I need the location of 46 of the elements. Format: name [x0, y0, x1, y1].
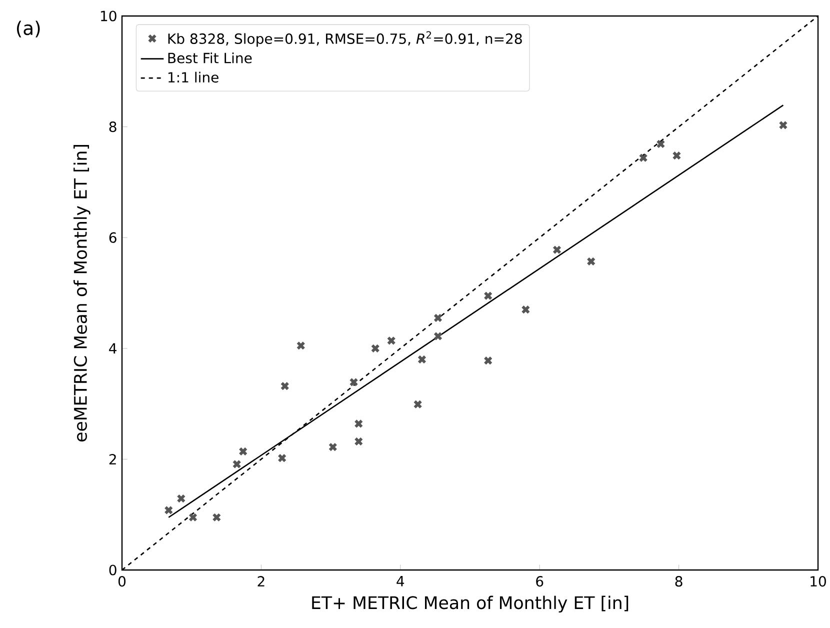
- y-tick-label: 4: [109, 343, 116, 354]
- x-tick-label: 8: [675, 576, 682, 587]
- point: [417, 354, 426, 364]
- point: [164, 506, 174, 515]
- y-tick-label: 10: [101, 10, 116, 22]
- y-tick-label: 2: [109, 454, 116, 464]
- x-tick-label: 10: [810, 576, 826, 587]
- legend-label: Best Fit Line: [168, 52, 252, 64]
- point: [484, 291, 493, 300]
- point: [656, 139, 666, 148]
- y-tick-label: 6: [109, 232, 116, 243]
- x-tick-label: 6: [536, 576, 544, 587]
- point: [296, 341, 306, 350]
- text: (a): [16, 20, 40, 38]
- x-tick-label: 2: [258, 576, 264, 586]
- point: [354, 419, 364, 428]
- legend-label: Kb 8328, Slope=0.91, RMSE=0.75, R$^{2}$=0.91, n=28: [168, 31, 522, 47]
- point: [484, 356, 493, 366]
- point: [232, 460, 242, 469]
- x-axis-title: ET+ METRIC Mean of Monthly ET [in]: [312, 596, 628, 613]
- point: [552, 245, 562, 254]
- point: [188, 512, 198, 522]
- x-tick-label: 0: [118, 576, 126, 587]
- point: [586, 256, 596, 266]
- legend-label: 1:1 line: [168, 72, 218, 83]
- point: [638, 153, 648, 162]
- point: [176, 494, 186, 504]
- point: [280, 382, 290, 391]
- point: [413, 400, 422, 409]
- x-tick-label: 4: [396, 576, 404, 586]
- point: [238, 446, 248, 456]
- point: [349, 378, 358, 387]
- point: [434, 332, 442, 341]
- point: [434, 313, 442, 322]
- point: [672, 151, 682, 160]
- point: [521, 305, 530, 314]
- y-tick-label: 0: [109, 564, 116, 576]
- y-tick-label: 8: [109, 122, 116, 132]
- point: [386, 336, 396, 346]
- point: [354, 436, 364, 446]
- point: [328, 442, 338, 452]
- y-axis-title: eeMETRIC Mean of Monthly ET [in]: [74, 145, 90, 442]
- point: [370, 344, 380, 353]
- point: [278, 454, 287, 463]
- point: [212, 512, 222, 522]
- point: [778, 120, 788, 130]
